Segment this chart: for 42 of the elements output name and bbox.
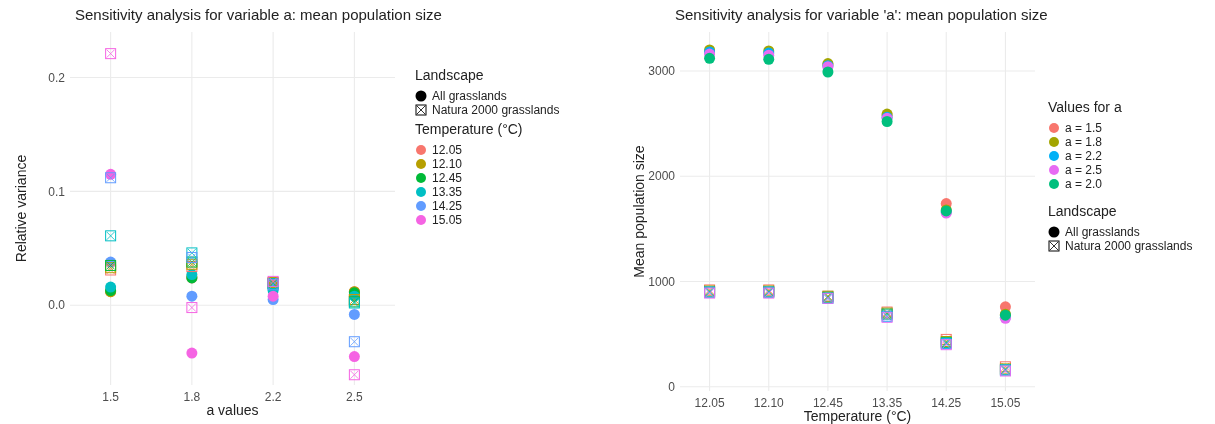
y-axis-title: Relative variance [12,154,29,263]
legend-title: Temperature (°C) [415,121,523,137]
chart-title: Sensitivity analysis for variable 'a': mean population size [675,6,1048,23]
text: Natura 2000 grasslands [432,103,560,117]
y-tick-label: 3000 [648,64,676,79]
legend-label: a = 1.8 [1065,135,1103,149]
x-tick-label: 12.05 [694,396,725,410]
legend-label: a = 2.0 [1065,177,1103,191]
x-tick-label: 1.5 [102,390,120,404]
legend-title: Values for a [1048,99,1122,115]
legend-label: 12.45 [432,171,463,185]
x-tick-label: 15.05 [990,396,1021,410]
legend-label: a = 1.5 [1065,121,1103,135]
legend-label: 13.35 [432,185,463,199]
text: Landscape [415,67,484,83]
x-tick-label: 12.45 [812,396,844,410]
x-tick-label: 13.35 [872,396,903,410]
y-tick-label: 0.0 [48,298,66,313]
x-tick-label: 12.10 [753,396,785,410]
legend-label: 12.05 [432,143,463,157]
text: All grasslands [1065,225,1140,239]
text: Natura 2000 grasslands [1065,239,1193,253]
legend-label: a = 2.2 [1065,149,1103,163]
y-tick-label: 0 [668,379,676,394]
legend-label: a = 2.5 [1065,163,1103,177]
legend-label: 14.25 [432,199,463,213]
x-tick-label: 2.2 [264,390,282,404]
x-tick-label: 14.25 [931,396,962,410]
legend-label: 15.05 [432,213,463,227]
x-axis-title: a values [206,402,259,418]
text: Landscape [1048,203,1117,219]
y-tick-label: 1000 [648,274,676,289]
x-tick-label: 2.5 [346,390,364,404]
y-axis-title: Mean population size [630,145,647,278]
chart-title: Sensitivity analysis for variable a: mean population size [75,6,442,23]
x-axis-title: Temperature (°C) [803,408,912,424]
y-tick-label: 0.2 [48,70,66,85]
text: All grasslands [432,89,507,103]
legend-label: 12.10 [432,157,463,171]
y-tick-label: 2000 [648,169,676,184]
y-tick-label: 0.1 [48,184,66,199]
x-tick-label: 1.8 [183,390,201,404]
